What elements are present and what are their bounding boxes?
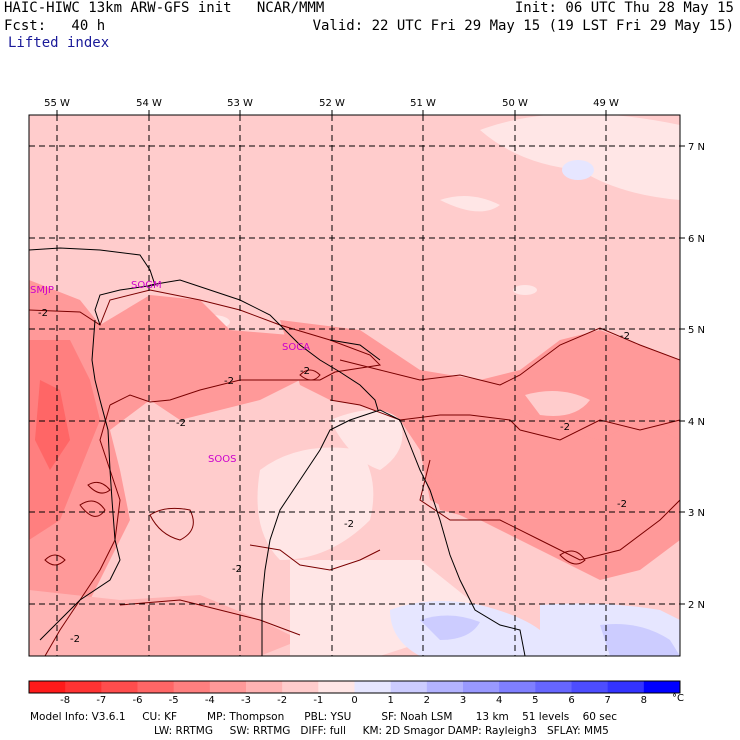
- contour-label: -2: [38, 308, 48, 319]
- colorbar-tick-label: -1: [313, 695, 324, 706]
- colorbar: [28, 680, 681, 694]
- map-frame: [28, 114, 681, 657]
- field-shading: [29, 115, 680, 656]
- lat-labels: 7 N 6 N 5 N 4 N 3 N 2 N: [688, 142, 705, 611]
- lat-label: 7 N: [688, 142, 705, 153]
- lat-label: 6 N: [688, 234, 705, 245]
- colorbar-tick-label: -6: [132, 695, 143, 706]
- lon-label: 55 W: [44, 98, 70, 109]
- colorbar-swatch: [65, 681, 102, 693]
- colorbar-tick-label: -5: [168, 695, 179, 706]
- model-title: HAIC-HIWC 13km ARW-GFS init NCAR/MMM: [4, 0, 325, 16]
- colorbar-swatch: [173, 681, 211, 693]
- colorbar-swatch: [246, 681, 283, 693]
- lon-label: 53 W: [227, 98, 253, 109]
- lon-labels: 55 W 54 W 53 W 52 W 51 W 50 W 49 W: [44, 98, 619, 109]
- colorbar-swatch: [607, 681, 645, 693]
- contour-label: -2: [617, 499, 627, 510]
- colorbar-swatch: [137, 681, 175, 693]
- colorbar-tick-label: 6: [568, 695, 575, 706]
- forecast-hour: Fcst: 40 h: [4, 18, 106, 34]
- contour-label: -2: [560, 422, 570, 433]
- colorbar-tick-label: 5: [532, 695, 539, 706]
- lon-label: 50 W: [502, 98, 528, 109]
- colorbar-tick-label: 4: [495, 695, 503, 706]
- colorbar-frame: [28, 680, 681, 694]
- colorbar-tick-label: -8: [60, 695, 71, 706]
- contour-labels: -2 -2 -2 -2 -2 -2 -2 -2 -2 -2: [38, 308, 630, 645]
- init-time: Init: 06 UTC Thu 28 May 15: [514, 0, 734, 16]
- station-label: SMJP: [30, 285, 54, 296]
- lat-label: 5 N: [688, 325, 705, 336]
- colorbar-tick-label: 7: [604, 695, 611, 706]
- contour-label: -2: [176, 418, 186, 429]
- colorbar-tick-label: -4: [204, 695, 215, 706]
- ticks: [56, 110, 685, 605]
- lon-label: 52 W: [319, 98, 345, 109]
- colorbar-tick-label: -3: [241, 695, 251, 706]
- contour-label: -2: [344, 519, 354, 530]
- lat-label: 4 N: [688, 417, 705, 428]
- lat-label: 2 N: [688, 600, 705, 611]
- contour-label: -2: [70, 634, 80, 645]
- colorbar-swatch: [354, 681, 392, 693]
- contour-label: -2: [232, 564, 242, 575]
- lon-label: 49 W: [593, 98, 619, 109]
- colorbar-swatch: [390, 681, 428, 693]
- colorbar-tick-label: 8: [640, 695, 648, 706]
- lon-label: 51 W: [410, 98, 436, 109]
- graticule: [29, 115, 680, 656]
- field-name: Lifted index: [8, 35, 110, 51]
- colorbar-tick-label: 0: [351, 695, 358, 706]
- colorbar-swatch: [535, 681, 572, 693]
- colorbar-tick-label: 2: [423, 695, 431, 706]
- contours: [29, 289, 680, 656]
- colorbar-swatch: [426, 681, 464, 693]
- colorbar-swatch: [29, 681, 66, 693]
- station-label: SOCA: [282, 342, 310, 353]
- station-label: SOOS: [208, 454, 236, 465]
- colorbar-tick-label: -7: [96, 695, 107, 706]
- colorbar-swatch: [282, 681, 319, 693]
- colorbar-swatch: [318, 681, 355, 693]
- model-info-line2: LW: RRTMG SW: RRTMG DIFF: full KM: 2D Sm…: [154, 725, 609, 737]
- colorbar-swatch: [209, 681, 247, 693]
- colorbar-swatch: [463, 681, 500, 693]
- colorbar-tick-label: 1: [387, 695, 394, 706]
- colorbar-swatch: [643, 681, 681, 693]
- colorbar-unit: °C: [672, 693, 684, 704]
- model-info-line1: Model Info: V3.6.1 CU: KF MP: Thompson P…: [30, 711, 618, 723]
- colorbar-swatch: [101, 681, 138, 693]
- lon-label: 54 W: [136, 98, 162, 109]
- lat-label: 3 N: [688, 508, 705, 519]
- colorbar-tick-label: 3: [459, 695, 467, 706]
- valid-time: Valid: 22 UTC Fri 29 May 15 (19 LST Fri …: [312, 18, 734, 34]
- contour-label: -2: [300, 366, 310, 377]
- station-label: SOGM: [131, 280, 162, 291]
- borders: [29, 247, 526, 656]
- contour-label: -2: [224, 376, 234, 387]
- colorbar-tick-label: -2: [277, 695, 288, 706]
- colorbar-swatch: [571, 681, 609, 693]
- contour-label: -2: [620, 331, 630, 342]
- station-labels: SMJP SOGM SOCA SOOS: [30, 280, 310, 465]
- colorbar-swatch: [499, 681, 536, 693]
